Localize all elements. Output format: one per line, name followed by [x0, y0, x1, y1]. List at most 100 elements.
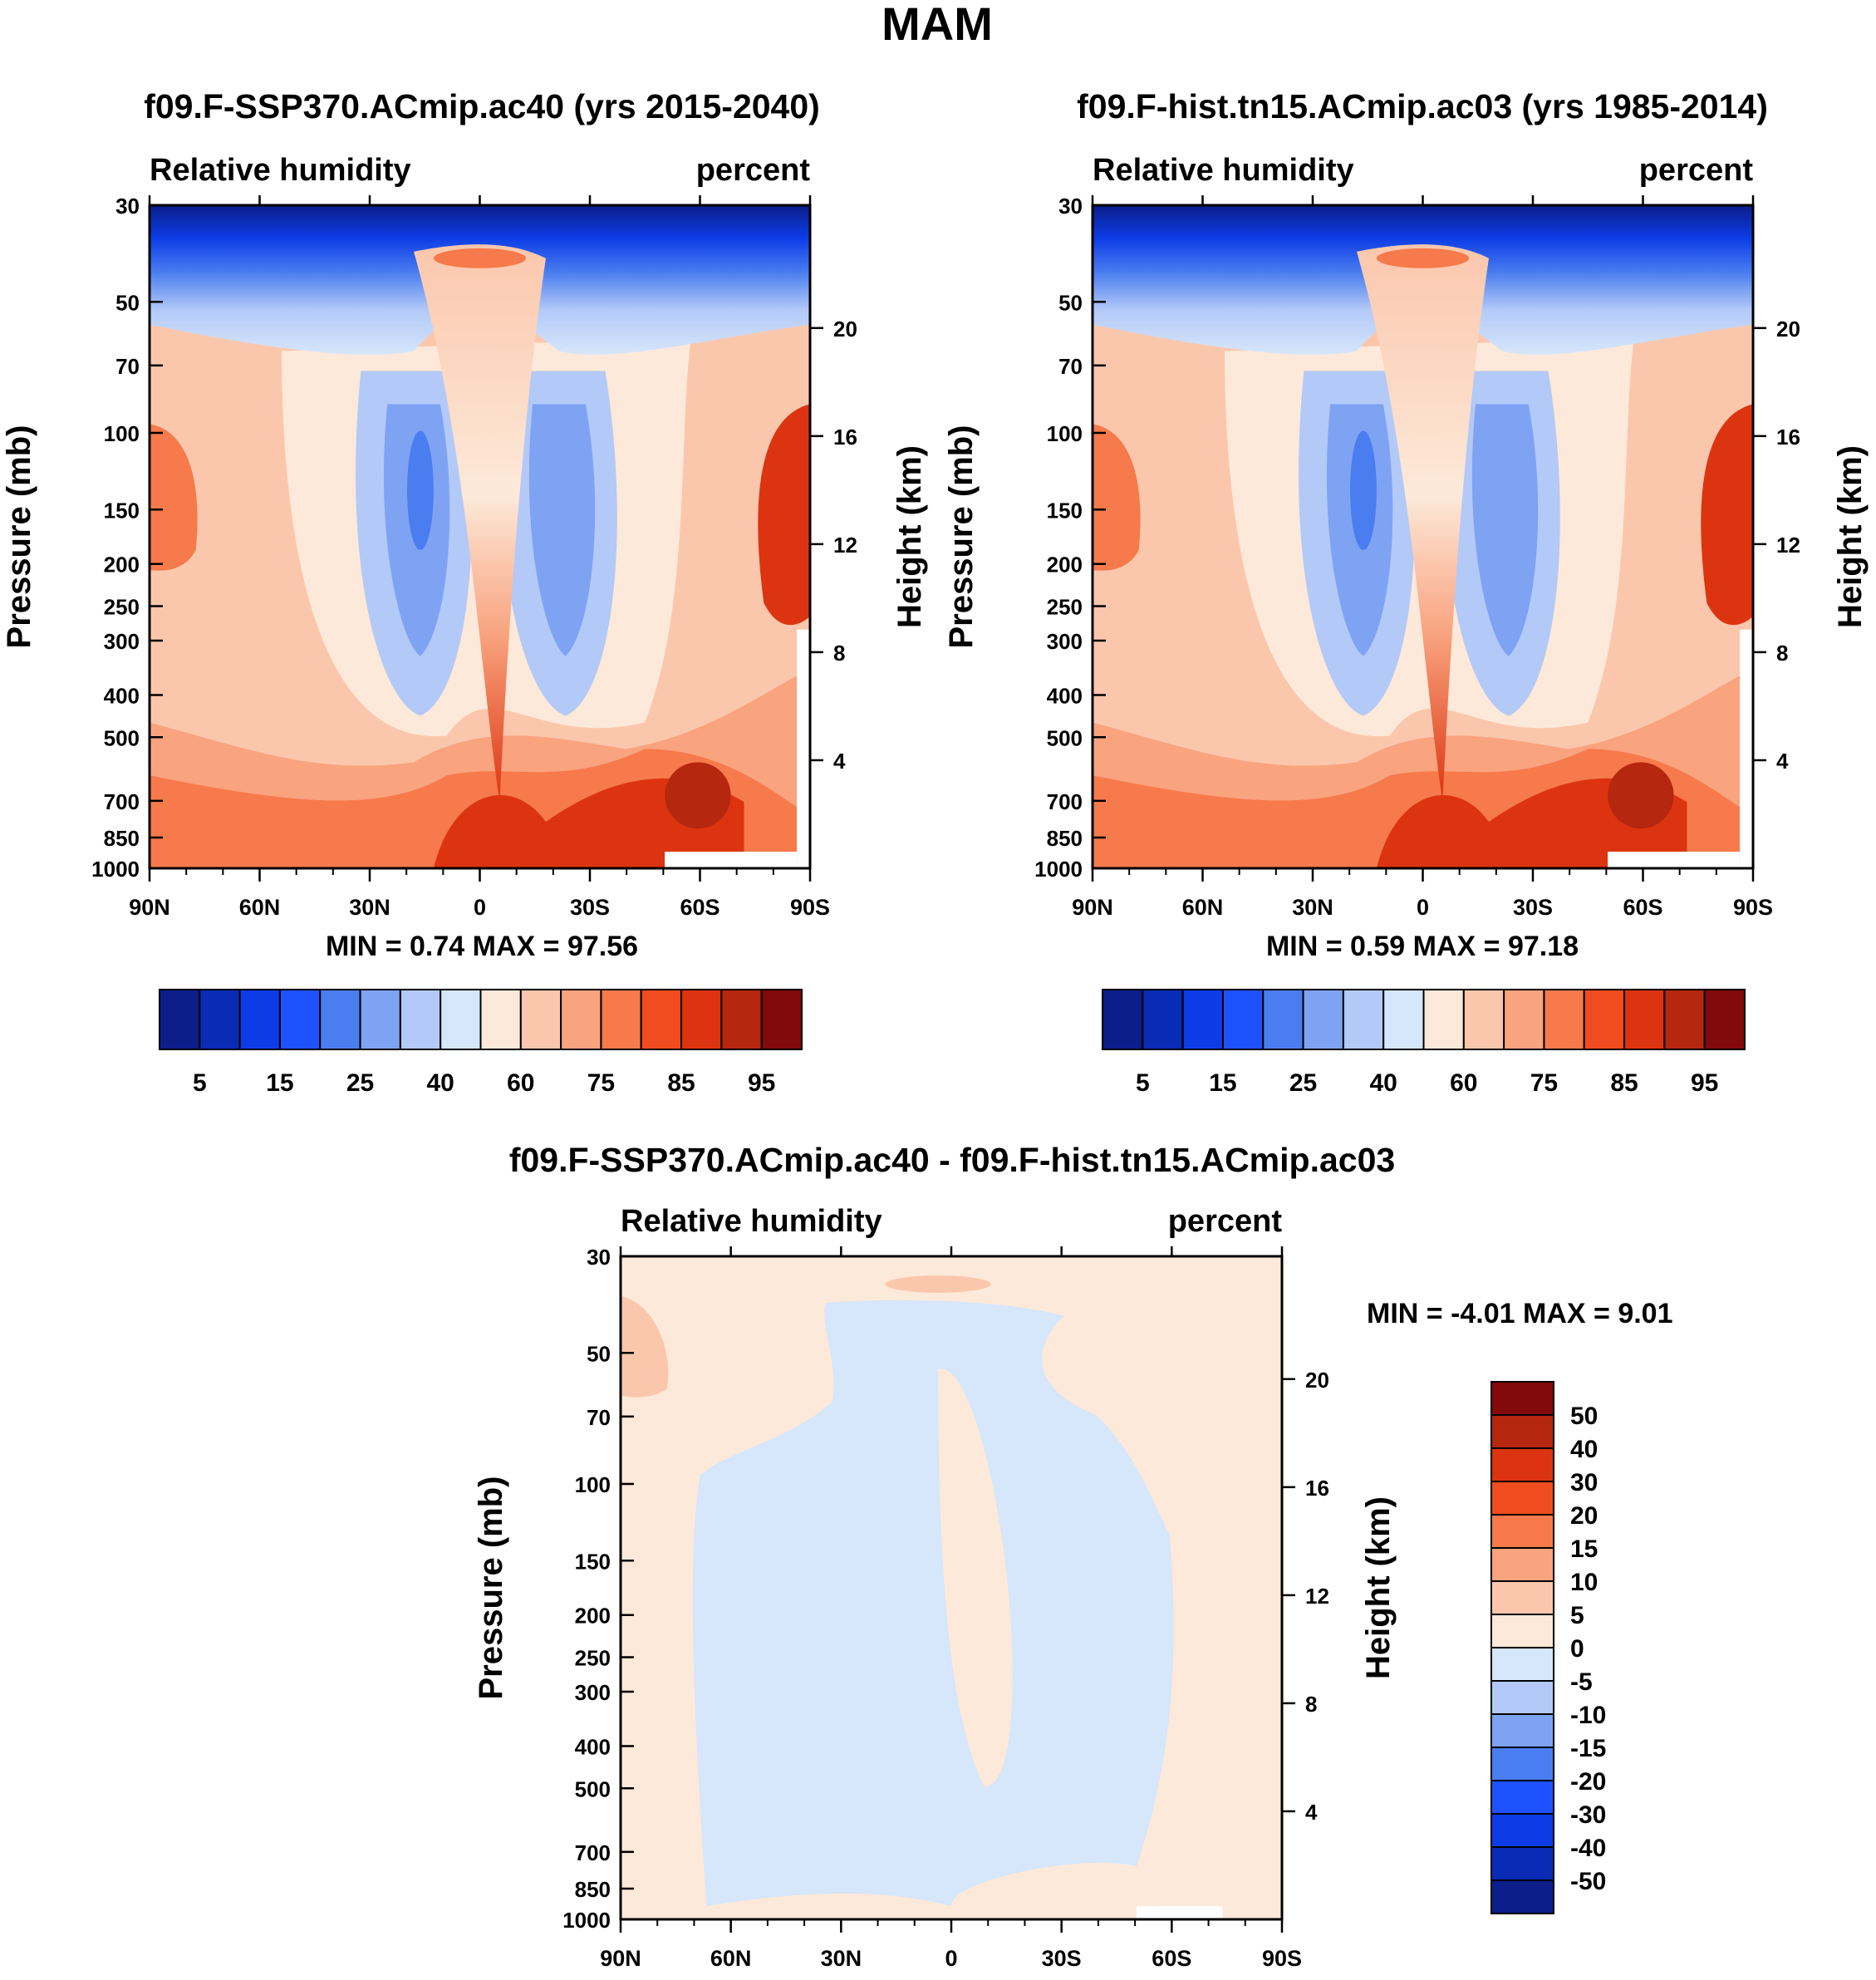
- lat-tick-label: 30S: [570, 895, 610, 920]
- colorbar-label: -30: [1570, 1801, 1606, 1829]
- pressure-tick-label: 850: [575, 1877, 611, 1902]
- colorbar-label: 85: [667, 1069, 695, 1097]
- colorbar-swatch: [1663, 989, 1706, 1050]
- colorbar-swatch: [1490, 1780, 1554, 1815]
- colorbar-label: -40: [1570, 1835, 1606, 1862]
- panel-title: f09.F-SSP370.ACmip.ac40 - f09.F-hist.tn1…: [509, 1141, 1395, 1179]
- colorbar-swatch: [640, 989, 683, 1050]
- pressure-tick-label: 250: [104, 595, 140, 620]
- height-tick-label: 16: [1776, 425, 1800, 450]
- pressure-tick-label: 500: [104, 725, 140, 750]
- height-tick-label: 16: [833, 425, 857, 450]
- colorbar-label: 25: [346, 1069, 374, 1097]
- pressure-tick-label: 1000: [1034, 857, 1083, 882]
- pressure-tick-label: 100: [575, 1472, 611, 1497]
- figure-title: MAM: [882, 0, 993, 50]
- pressure-tick-label: 1000: [562, 1908, 611, 1933]
- colorbar-swatch: [1543, 989, 1585, 1050]
- colorbar-swatch: [1490, 1580, 1554, 1615]
- pressure-tick-label: 50: [587, 1341, 611, 1366]
- field-blob-north: [1093, 424, 1141, 571]
- colorbar-swatch: [278, 989, 322, 1050]
- colorbar-swatch: [1490, 1647, 1554, 1682]
- pressure-tick-label: 200: [1047, 553, 1083, 577]
- colorbar-swatch: [1490, 1547, 1554, 1582]
- field-positive-north: [621, 1295, 669, 1398]
- field-missing-edge: [797, 629, 810, 868]
- contour-field: [621, 1256, 1282, 1919]
- colorbar-swatch: [319, 989, 361, 1050]
- colorbar-swatch: [1490, 1614, 1554, 1648]
- colorbar-swatch: [1221, 989, 1265, 1050]
- colorbar-swatch: [1302, 989, 1344, 1050]
- field-negative: [692, 1300, 1174, 1907]
- pressure-tick-label: 1000: [91, 857, 140, 882]
- colorbar-swatch: [159, 989, 201, 1050]
- pressure-tick-label: 50: [115, 290, 140, 315]
- pressure-tick-label: 150: [1047, 498, 1083, 523]
- colorbar-swatch: [1490, 1447, 1554, 1482]
- colorbar-swatch: [440, 989, 482, 1050]
- pressure-tick-label: 150: [104, 498, 140, 523]
- colorbar-label: 15: [266, 1069, 293, 1097]
- colorbar-label: 40: [427, 1069, 454, 1097]
- field-positive-eq: [938, 1368, 1013, 1787]
- variable-label: Relative humidity: [621, 1204, 882, 1239]
- colorbar-label: 0: [1570, 1635, 1584, 1663]
- colorbar-swatch: [600, 989, 642, 1050]
- lat-tick-label: 60N: [239, 895, 281, 920]
- pressure-tick-label: 700: [104, 789, 140, 814]
- colorbar-swatch: [1382, 989, 1425, 1050]
- colorbar-swatch: [1262, 989, 1304, 1050]
- lat-tick-label: 30N: [1292, 895, 1333, 920]
- colorbar-label: 60: [507, 1069, 534, 1097]
- colorbar-swatch: [1490, 1414, 1554, 1449]
- y-axis-label: Pressure (mb): [473, 1476, 509, 1700]
- colorbar-swatch: [1462, 989, 1505, 1050]
- pressure-tick-label: 400: [1047, 683, 1083, 708]
- colorbar-label: 5: [1136, 1069, 1150, 1097]
- colorbar-label: 15: [1209, 1069, 1236, 1097]
- climatology-panel: f09.F-hist.tn15.ACmip.ac03 (yrs 1985-201…: [943, 87, 1869, 1097]
- field-missing-edge: [1740, 629, 1753, 868]
- field-missing: [665, 852, 798, 868]
- height-tick-label: 20: [1776, 317, 1800, 341]
- lat-tick-label: 0: [1417, 895, 1429, 920]
- lat-tick-label: 60S: [1623, 895, 1662, 920]
- pressure-tick-label: 30: [1058, 194, 1083, 219]
- colorbar-swatch: [1490, 1481, 1554, 1516]
- colorbar-swatch: [359, 989, 401, 1050]
- lat-tick-label: 60N: [1182, 895, 1224, 920]
- colorbar-swatch: [1490, 1747, 1554, 1781]
- colorbar-swatch: [1490, 1813, 1554, 1848]
- colorbar-swatch: [1490, 1846, 1554, 1881]
- y-axis-right-label: Height (km): [1832, 445, 1869, 628]
- y-axis-label: Pressure (mb): [1, 425, 37, 649]
- min-max-stats: MIN = -4.01 MAX = 9.01: [1367, 1298, 1673, 1329]
- height-tick-label: 4: [1305, 1800, 1318, 1825]
- pressure-tick-label: 30: [587, 1245, 611, 1270]
- field-blob-south: [1701, 404, 1753, 626]
- lat-tick-label: 90S: [790, 895, 830, 920]
- field-blob-north: [150, 424, 198, 571]
- lat-tick-label: 0: [474, 895, 486, 920]
- height-tick-label: 8: [1305, 1692, 1317, 1717]
- colorbar-swatch: [238, 989, 281, 1050]
- units-label: percent: [1168, 1204, 1283, 1239]
- y-axis-right-label: Height (km): [1360, 1496, 1397, 1679]
- colorbar-swatch: [1102, 989, 1144, 1050]
- height-tick-label: 8: [833, 641, 845, 666]
- difference-panel: f09.F-SSP370.ACmip.ac40 - f09.F-hist.tn1…: [473, 1141, 1673, 1971]
- colorbar-swatch: [1342, 989, 1385, 1050]
- colorbar-swatch: [560, 989, 602, 1050]
- lat-tick-label: 90S: [1733, 895, 1773, 920]
- pressure-tick-label: 700: [1047, 789, 1083, 814]
- colorbar-swatch: [479, 989, 522, 1050]
- pressure-tick-label: 250: [1047, 595, 1083, 620]
- field-dry-min: [1350, 430, 1377, 550]
- colorbar-swatch: [1490, 1713, 1554, 1748]
- y-axis-right-label: Height (km): [891, 445, 928, 628]
- colorbar-swatch: [1181, 989, 1224, 1050]
- colorbar-swatch: [1142, 989, 1184, 1050]
